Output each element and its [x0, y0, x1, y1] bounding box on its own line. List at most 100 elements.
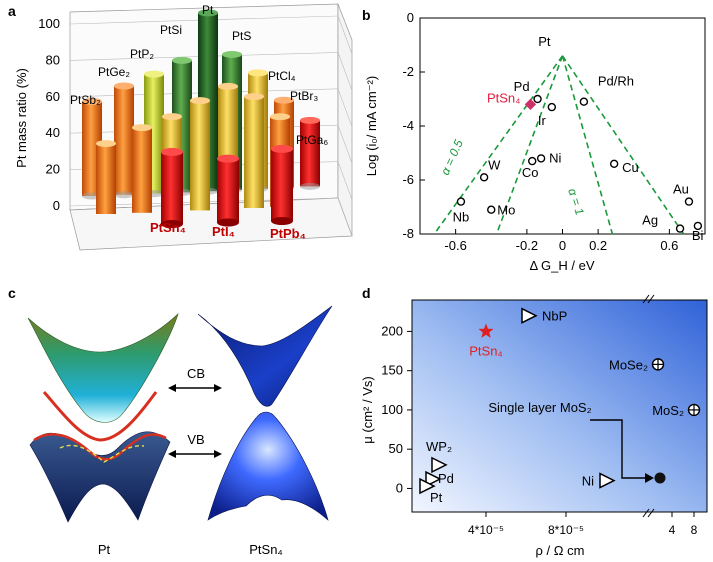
- front-label-a: PtSn₄: [150, 220, 186, 235]
- xtick-b: 0: [559, 238, 566, 253]
- bar-a-back-top: [248, 69, 268, 77]
- bar-label-a: PtGe₂: [98, 65, 130, 79]
- axis-break-bottom-2: [647, 508, 655, 518]
- ptsn4-label-b: PtSn₄: [487, 90, 521, 105]
- axis-break-bottom-1: [642, 508, 650, 518]
- point-label-d: MoSe₂: [609, 357, 648, 372]
- triangle-marker-d: [419, 477, 436, 495]
- mos2-pointer-line: [590, 419, 650, 479]
- bar-a-front-base: [217, 218, 239, 227]
- ytick-a: 60: [46, 89, 60, 104]
- ytick-b: 0: [407, 10, 414, 25]
- bar-label-a: PtBr₃: [290, 89, 318, 103]
- ptsn4-valence-band: [207, 411, 329, 521]
- bar-a-middle-top: [270, 113, 290, 121]
- ytick-d: 200: [381, 323, 403, 338]
- point-label-d: NbP: [542, 309, 567, 324]
- data-point-b: [479, 173, 489, 182]
- volcano-line: [495, 55, 564, 235]
- xtick-d: 8*10⁻⁵: [548, 523, 584, 537]
- bar-label-a: PtCl₄: [268, 69, 296, 83]
- point-label-b: Cu: [622, 160, 639, 175]
- xtick-b: -0.6: [444, 238, 466, 253]
- panel-label-b: b: [362, 7, 371, 23]
- point-label-b: Pd: [514, 79, 530, 94]
- ytick-d: 50: [389, 441, 403, 456]
- data-point-b: [675, 224, 685, 233]
- ytick-b: -2: [402, 64, 414, 79]
- single-layer-mos2-dot: [654, 472, 666, 484]
- panel-a-ylabel: Pt mass ratio (%): [14, 68, 29, 168]
- vb-arrowhead-left: [168, 450, 176, 458]
- pt-conduction-band: [27, 313, 179, 423]
- bar-a-back: [114, 86, 134, 195]
- data-point-b: [579, 97, 589, 106]
- bar-a-middle-top: [190, 97, 210, 105]
- bar-a-middle: [132, 127, 152, 213]
- xtick-b: 0.6: [660, 238, 678, 253]
- ptsn4-label-d: PtSn₄: [469, 343, 503, 358]
- mos2-pointer-head: [645, 473, 654, 483]
- point-label-b: Bi: [692, 228, 704, 243]
- point-label-b: W: [488, 157, 501, 172]
- bar-a-middle-top: [218, 82, 238, 90]
- point-label-d: Ni: [582, 474, 594, 489]
- ytick-d: 150: [381, 363, 403, 378]
- bar-a-middle-top: [96, 140, 116, 148]
- bar-a-front-top: [161, 147, 183, 156]
- panel-label-a: a: [8, 3, 16, 19]
- point-label-d: Pd: [438, 471, 454, 486]
- cb-arrowhead-right: [214, 384, 222, 392]
- ptsn4-conduction-band: [197, 305, 333, 407]
- point-label-d: WP₂: [426, 439, 452, 454]
- data-point-b: [456, 197, 466, 206]
- gridline-a-side: [337, 88, 353, 127]
- bar-a-back-top: [172, 56, 192, 64]
- panel-d-ylabel: μ (cm² / Vs): [360, 376, 375, 443]
- bar-a-middle-top: [244, 93, 264, 101]
- bar-a-middle-top: [132, 124, 152, 132]
- bar-a-back-top: [222, 50, 242, 58]
- gridline-a-side: [337, 125, 353, 164]
- ytick-b: -4: [402, 118, 414, 133]
- bar-a-back-top: [274, 96, 294, 104]
- xtick-b: -0.2: [516, 238, 538, 253]
- data-point-b: [536, 154, 546, 163]
- vb-label: VB: [187, 432, 204, 447]
- pt-band-inner-contour: [59, 444, 145, 463]
- ytick-b: -6: [402, 172, 414, 187]
- bar-a-back-top: [82, 97, 102, 105]
- xtick-b: 0.2: [589, 238, 607, 253]
- ptsn4-caption: PtSn₄: [249, 542, 283, 557]
- bar-a-back-top: [300, 116, 320, 124]
- bar-a-front-base: [271, 217, 293, 225]
- bar-a-front: [217, 158, 239, 223]
- bar-a-front-top: [217, 154, 239, 163]
- panel-d-xlabel: ρ / Ω cm: [536, 543, 585, 558]
- ytick-a: 100: [38, 16, 60, 31]
- ytick-a: 20: [46, 162, 60, 177]
- triangle-marker-d: [431, 456, 448, 474]
- bar-a-middle: [96, 143, 116, 214]
- pt-valence-band: [29, 431, 171, 523]
- pt-vb-contour: [33, 432, 167, 461]
- gridline-a-side: [337, 15, 353, 55]
- xtick-d: 8: [691, 523, 698, 537]
- cb-label: CB: [187, 366, 205, 381]
- axis-break-top-2: [647, 294, 655, 304]
- volcano-line: [433, 55, 564, 235]
- volcano-line: [561, 55, 614, 235]
- bar-a-front: [271, 148, 293, 221]
- front-label-a: PtI₄: [212, 224, 235, 239]
- point-label-b: Ni: [549, 150, 561, 165]
- ytick-d: 0: [396, 480, 403, 495]
- point-label-b: Pt: [538, 34, 551, 49]
- ytick-a: 40: [46, 125, 60, 140]
- bar-label-a: PtS: [232, 29, 251, 43]
- point-label-b: Co: [522, 165, 539, 180]
- triangle-marker-d: [425, 470, 442, 488]
- panel-b-ylabel: Log (i₀/ mA cm⁻²): [364, 76, 379, 176]
- triangle-marker-d: [599, 472, 616, 489]
